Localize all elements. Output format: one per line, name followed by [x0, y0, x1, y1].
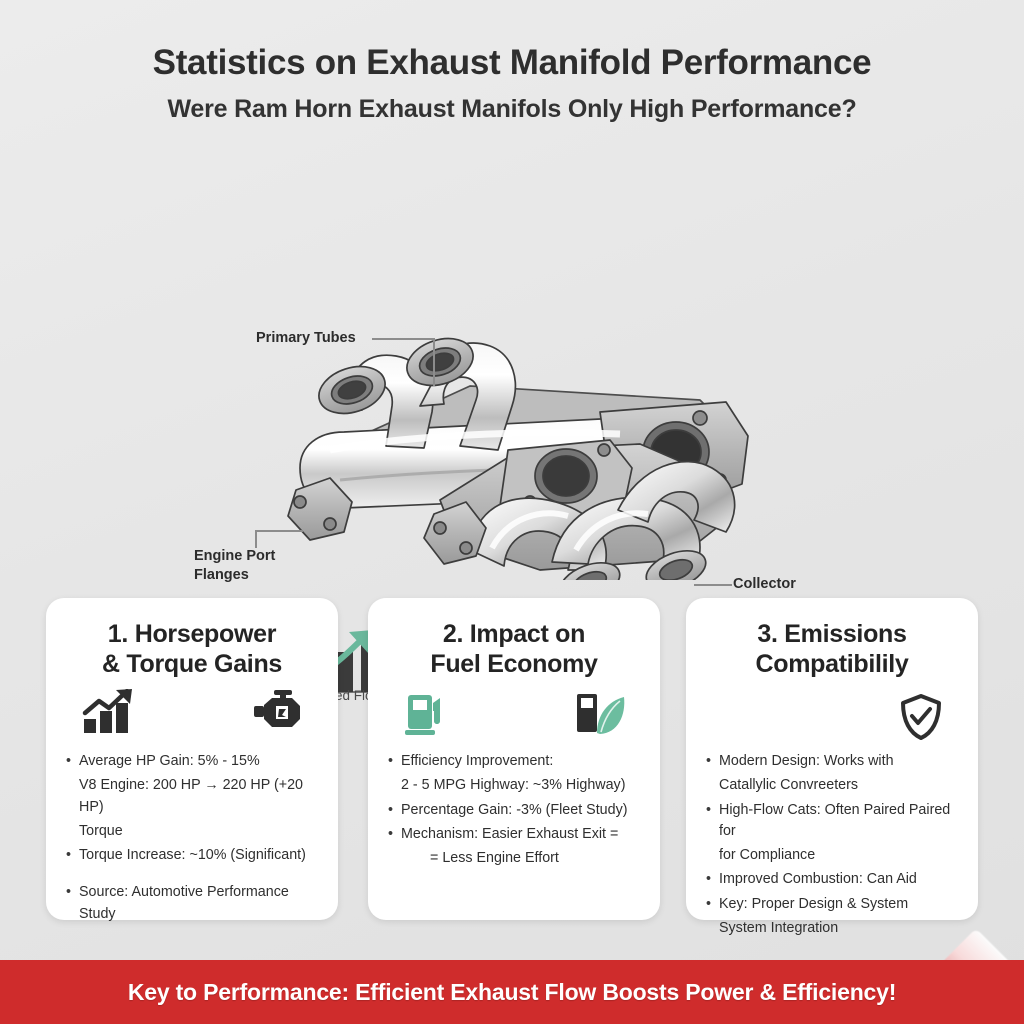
leader-primary-tubes: [372, 338, 434, 340]
card-emissions-compatibility[interactable]: 3. Emissions Compatibilily Modern Design…: [686, 598, 978, 936]
list-item: Mechanism: Easier Exhaust Exit =: [388, 824, 640, 846]
card-3-title: 3. Emissions Compatibilily: [706, 620, 958, 679]
card-3-bullets: Modern Design: Works with Catallylic Con…: [706, 751, 958, 939]
footer-banner: Key to Performance: Efficient Exhaust Fl…: [0, 960, 1024, 1024]
list-item: Modern Design: Works with: [706, 751, 958, 773]
engine-icon: [252, 689, 304, 740]
card-2-title-line1: 2. Impact on: [442, 620, 586, 648]
label-collector-right: Collector: [733, 576, 796, 592]
leader-port-flanges: [255, 530, 257, 548]
leader-collector-right: [694, 584, 732, 586]
bar-chart-up-icon: [82, 688, 138, 740]
list-item: Percentage Gain: -3% (Fleet Study): [388, 800, 640, 822]
list-item: Torque: [79, 822, 123, 839]
card-1-title-line2: & Torque Gains: [101, 649, 283, 678]
card-2-bullets: Efficiency Improvement: 2 - 5 MPG Highwa…: [388, 751, 640, 869]
list-item: for Compliance: [719, 847, 816, 864]
card-fuel-economy[interactable]: 2. Impact on Fuel Economy: [368, 598, 660, 920]
card-3-title-line1: 3. Emissions: [757, 620, 907, 648]
shield-check-icon: [898, 693, 944, 746]
card-3-icons: [706, 687, 958, 745]
cards-row: 1. Horsepower & Torque Gains: [0, 598, 1024, 936]
card-3-title-line2: Compatibilily: [755, 649, 909, 678]
card-1-icons: [66, 687, 318, 745]
list-item: Source: Automotive Performance Study: [66, 882, 318, 925]
list-item: Catallylic Convreeters: [719, 777, 859, 794]
leader-primary-tubes-down: [433, 338, 435, 386]
card-2-title-line2: Fuel Economy: [430, 649, 598, 678]
card-2-title: 2. Impact on Fuel Economy: [388, 620, 640, 679]
list-item: 2 - 5 MPG Highway: ~3% Highway): [401, 777, 626, 794]
card-1-title: 1. Horsepower & Torque Gains: [66, 620, 318, 679]
exhaust-manifold-drawing: [287, 337, 749, 580]
list-item: = Less Engine Effort: [430, 850, 559, 867]
card-2-icons: [388, 687, 640, 745]
card-1-title-line1: 1. Horsepower: [107, 620, 277, 648]
list-item: Average HP Gain: 5% - 15%: [66, 751, 318, 773]
list-item: High-Flow Cats: Often Paired Paired for: [706, 800, 958, 843]
banner-text: Key to Performance: Efficient Exhaust Fl…: [127, 978, 897, 1005]
card-1-bullets: Average HP Gain: 5% - 15% V8 Engine: 200…: [66, 751, 318, 925]
label-primary-tubes: Primary Tubes: [256, 330, 356, 346]
page-subtitle: Were Ram Horn Exhaust Manifols Only High…: [167, 94, 857, 123]
list-item: V8 Engine: 200 HP → 220 HP (+20 HP): [79, 777, 304, 815]
label-engine-port-flanges: Engine Port Flanges: [194, 548, 276, 583]
fuel-pump-icon: [404, 689, 452, 742]
list-item: Torque Increase: ~10% (Significant): [66, 845, 318, 867]
list-item: Key: Proper Design & System: [706, 894, 958, 916]
list-item: System Integration: [719, 920, 839, 937]
list-item: Efficiency Improvement:: [388, 751, 640, 773]
manifold-lower: [423, 439, 736, 580]
fuel-pump-leaf-icon: [574, 689, 626, 742]
card-horsepower-torque[interactable]: 1. Horsepower & Torque Gains: [46, 598, 338, 922]
manifold-illustration: Primary Tubes Engine Port Flanges Collec…: [0, 150, 1024, 703]
header: Statistics on Exhaust Manifold Performan…: [0, 43, 1024, 123]
page-title: Statistics on Exhaust Manifold Performan…: [152, 43, 872, 82]
list-item: Improved Combustion: Can Aid: [706, 869, 958, 891]
leader-port-flanges-h: [255, 530, 303, 532]
